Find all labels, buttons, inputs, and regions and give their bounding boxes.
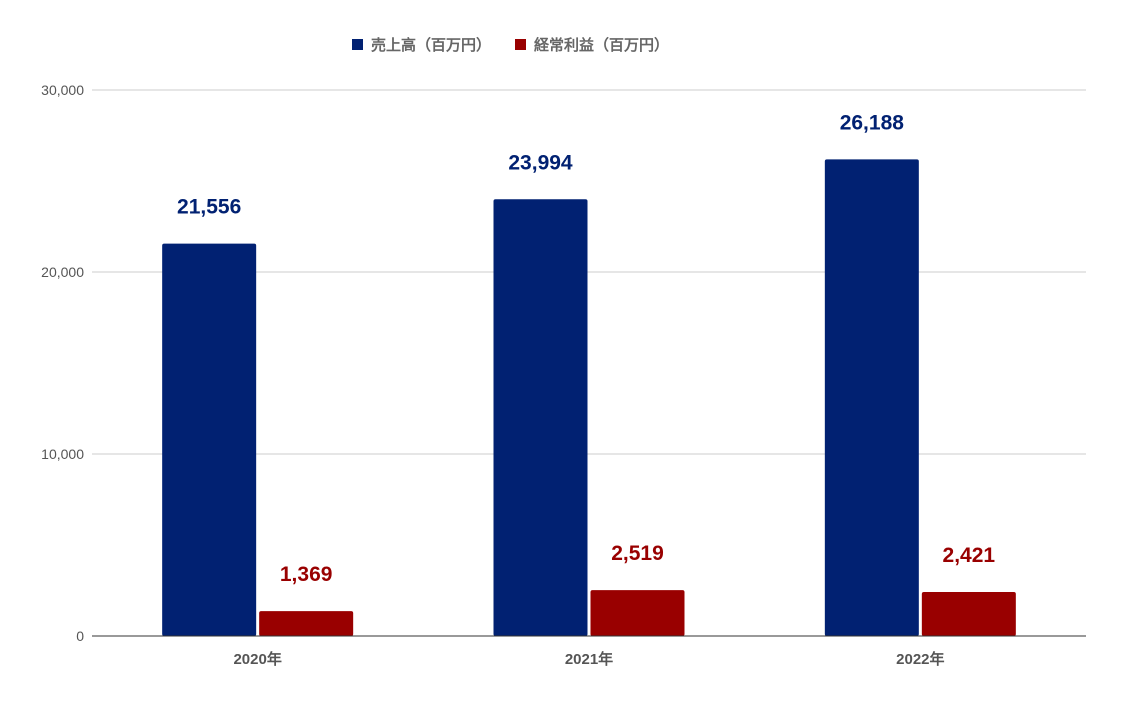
x-category-label: 2020年 xyxy=(233,650,281,668)
x-axis-category-labels: 2020年 2021年 2022年 xyxy=(233,650,944,668)
bar xyxy=(590,590,685,636)
data-label: 23,994 xyxy=(508,151,573,174)
bar xyxy=(921,591,1016,636)
bars xyxy=(162,159,1016,637)
data-label: 21,556 xyxy=(177,196,241,219)
legend: 売上高（百万円） 経常利益（百万円） xyxy=(352,36,669,54)
legend-item: 経常利益（百万円） xyxy=(515,36,669,54)
x-category-label: 2021年 xyxy=(565,650,613,668)
bar xyxy=(493,199,588,636)
data-label: 26,188 xyxy=(840,111,905,134)
legend-swatch xyxy=(515,39,526,50)
y-tick-label: 0 xyxy=(76,628,84,644)
legend-label: 経常利益（百万円） xyxy=(534,36,669,54)
y-axis-tick-labels: 0 10,000 20,000 30,000 xyxy=(41,82,84,644)
bar xyxy=(259,611,354,636)
y-tick-label: 30,000 xyxy=(41,82,84,98)
legend-label: 売上高（百万円） xyxy=(371,36,491,54)
data-label: 2,519 xyxy=(611,542,664,565)
data-label: 1,369 xyxy=(280,563,333,586)
bar xyxy=(824,159,919,636)
legend-swatch xyxy=(352,39,363,50)
y-tick-label: 10,000 xyxy=(41,446,84,462)
bar xyxy=(162,243,257,637)
data-label: 2,421 xyxy=(943,544,996,567)
legend-item: 売上高（百万円） xyxy=(352,36,491,54)
data-labels: 21,556 1,369 23,994 2,519 26,188 2,421 xyxy=(177,111,995,586)
y-tick-label: 20,000 xyxy=(41,264,84,280)
gridlines xyxy=(92,89,1086,455)
x-category-label: 2022年 xyxy=(896,650,944,668)
